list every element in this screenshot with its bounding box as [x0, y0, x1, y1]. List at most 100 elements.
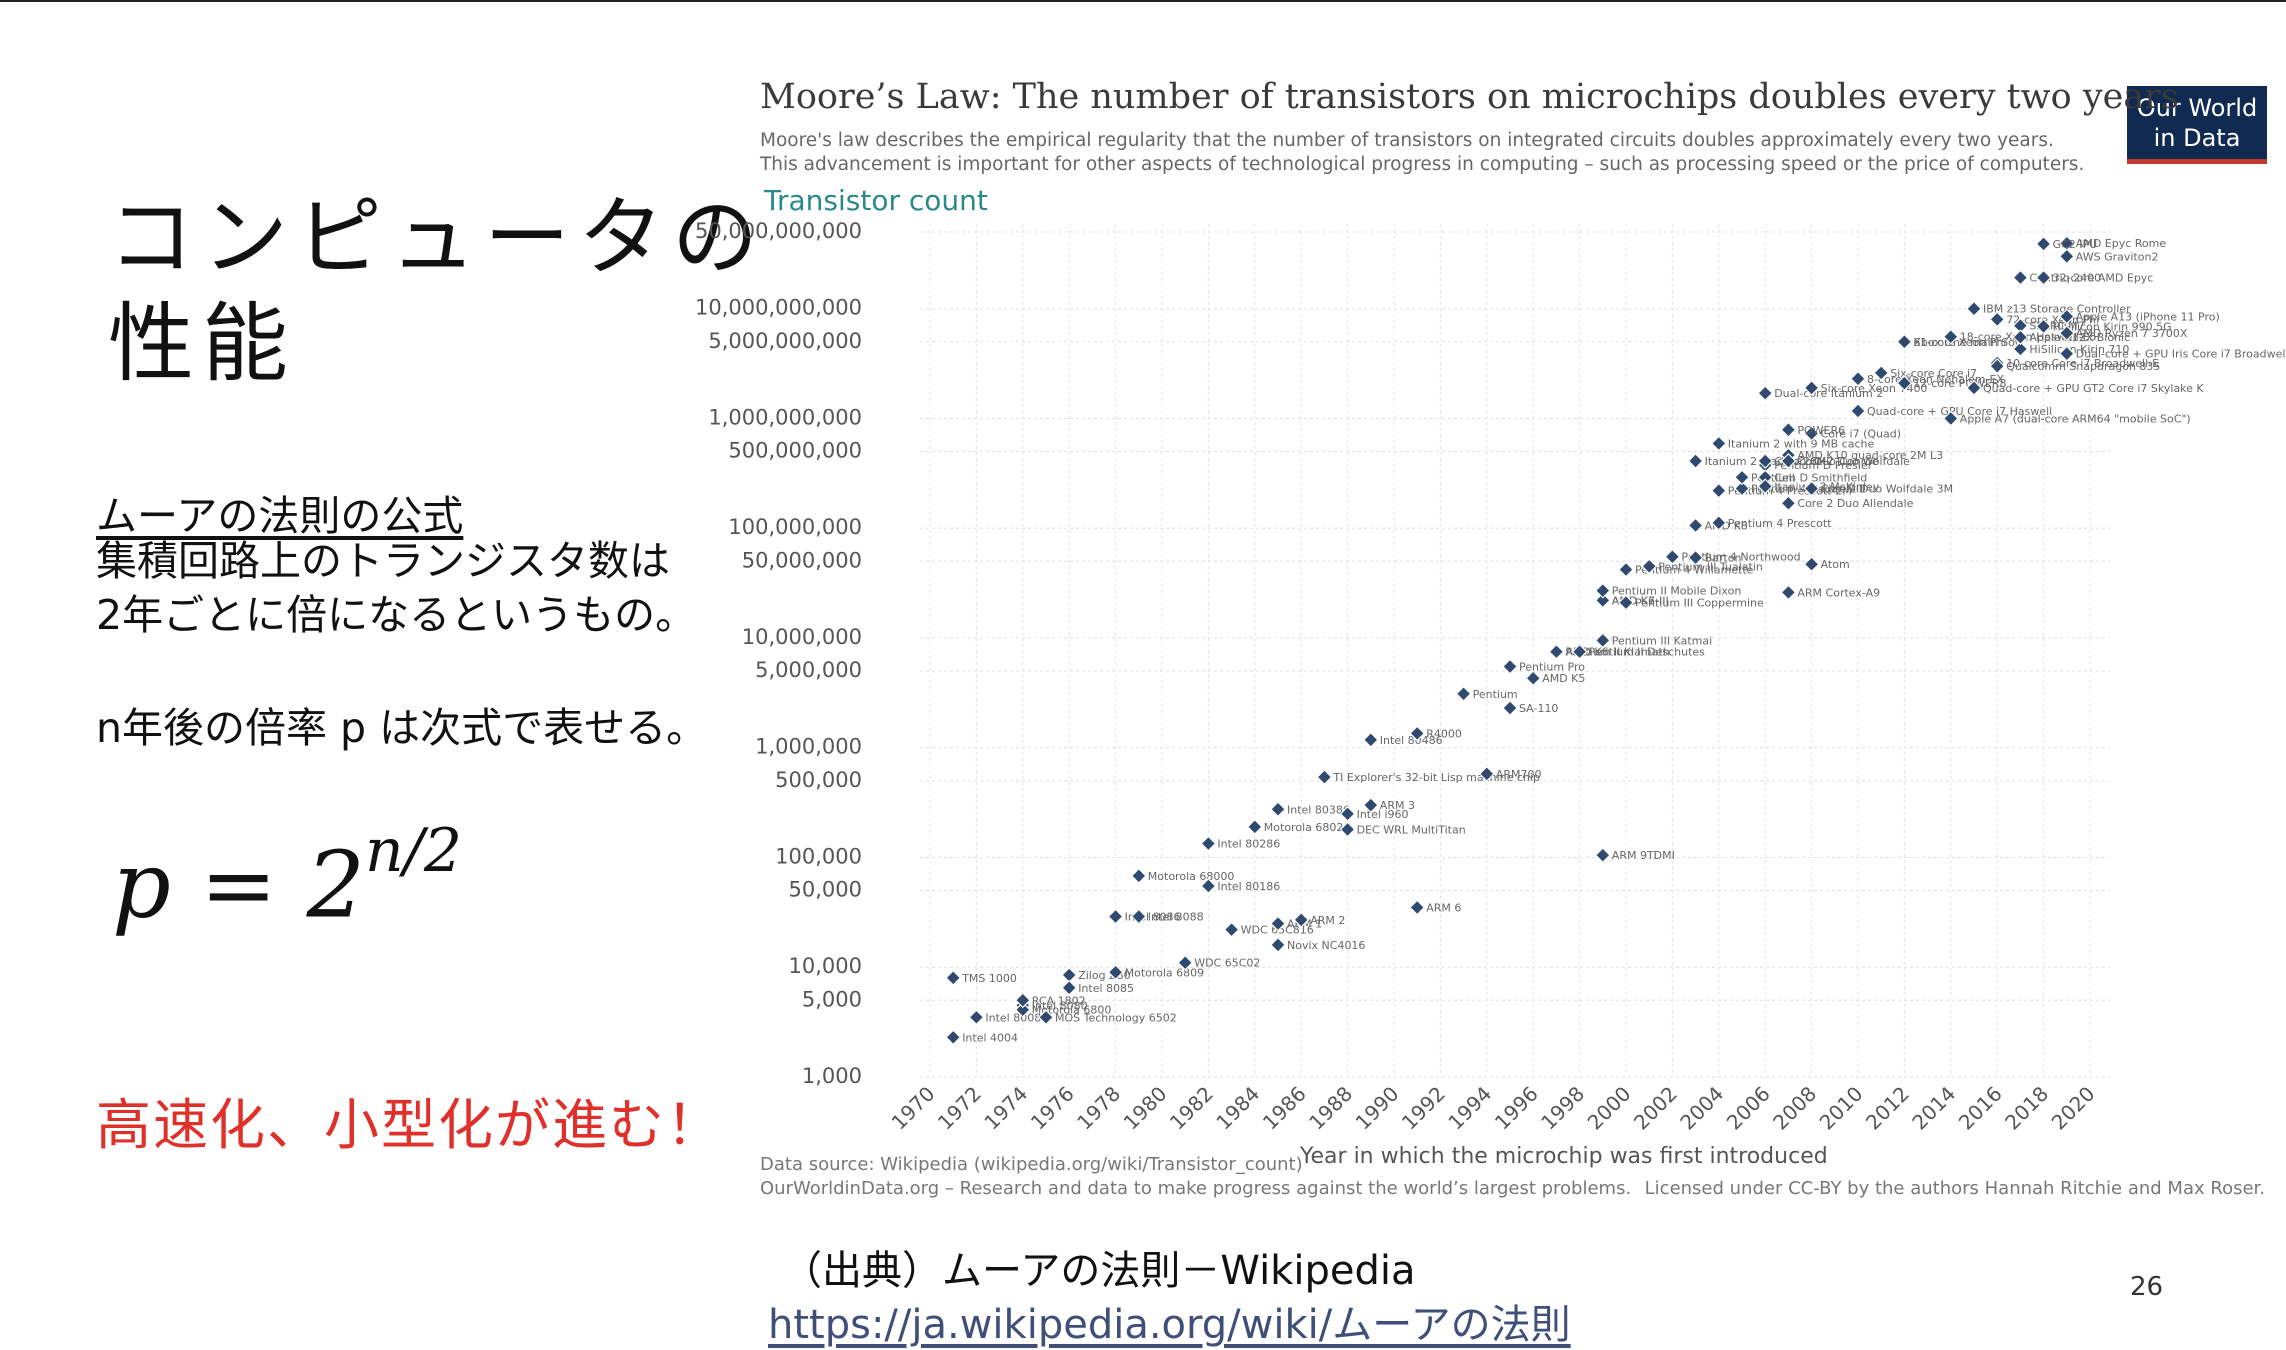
data-point	[1502, 658, 1518, 675]
data-point	[1850, 370, 1866, 387]
data-point	[1014, 1001, 1031, 1018]
data-point-label: Barton	[1705, 552, 1742, 565]
data-point	[1966, 379, 1982, 396]
data-point	[968, 1009, 985, 1026]
data-point-label: Pentium Pro	[1519, 660, 1585, 673]
data-point-label: Pentium D Smithfield	[1751, 471, 1867, 484]
x-tick-label: 2006	[1722, 1082, 1775, 1135]
data-point	[2058, 308, 2075, 325]
data-point-label: Pentium 4 Northwood	[1681, 551, 1800, 564]
x-tick-label: 1978	[1072, 1082, 1125, 1135]
data-point	[2035, 235, 2052, 252]
data-point	[1594, 632, 1611, 649]
data-point-label: ARM700	[1496, 768, 1542, 781]
data-point-label: Intel 8008	[985, 1011, 1041, 1024]
x-tick-label: 1992	[1397, 1082, 1450, 1135]
data-point-label: Xbox One main SoC	[1913, 336, 2023, 349]
data-point	[1339, 805, 1356, 822]
data-point-label: Pentium II Deschutes	[1589, 646, 1706, 659]
y-tick-label: 5,000,000	[755, 658, 862, 682]
x-tick-label: 1996	[1490, 1082, 1543, 1135]
data-point	[1803, 556, 1820, 573]
data-point	[1061, 967, 1078, 983]
source-citation: （出典）ムーアの法則－Wikipedia	[782, 1248, 1416, 1294]
data-point	[1803, 425, 1820, 442]
x-tick-label: 1984	[1211, 1082, 1264, 1135]
x-tick-label: 1970	[887, 1082, 940, 1135]
data-point-label: Apple A12X Bionic	[2029, 331, 2130, 344]
data-point-label: 72-core Xeon Phi	[2006, 313, 2099, 326]
footer-owid: OurWorldinData.org – Research and data t…	[760, 1178, 1631, 1199]
data-point-label: AMD K5	[1542, 672, 1585, 685]
data-point	[1966, 300, 1982, 317]
data-point	[1014, 992, 1031, 1009]
data-point-label: Intel 8088	[1148, 910, 1204, 923]
data-point-label: POWER6	[1797, 424, 1845, 437]
data-point	[1409, 725, 1426, 742]
data-point-label: Cell	[1774, 471, 1795, 484]
data-point-label: Motorola 68000	[1148, 870, 1235, 883]
data-point	[1478, 765, 1495, 782]
x-tick-label: 2012	[1861, 1082, 1914, 1135]
data-point	[1780, 453, 1797, 469]
data-point-label: AMD Ryzen 7 3700X	[2076, 327, 2188, 340]
data-point-label: Pentium III Coppermine	[1635, 597, 1764, 610]
data-point	[1942, 328, 1959, 345]
data-point-label: Pentium 4 Prescott-2M	[1728, 485, 1852, 498]
logo-line-1: Our World	[2136, 94, 2258, 122]
data-point-label: Dual-core + GPU Iris Core i7 Broadwell-U	[2076, 348, 2286, 361]
data-point	[1107, 964, 1124, 981]
y-tick-label: 10,000,000	[742, 625, 862, 649]
data-point	[1594, 582, 1611, 599]
x-tick-label: 1988	[1304, 1082, 1357, 1135]
formula-intro: n年後の倍率 p は次式で表せる。	[96, 704, 708, 752]
x-axis-label: Year in which the microchip was first in…	[1299, 1144, 1828, 1169]
x-tick-label: 2000	[1583, 1082, 1636, 1135]
highlight-message: 高速化、小型化が進む！	[96, 1093, 724, 1157]
y-tick-label: 5,000	[802, 987, 862, 1011]
data-point-label: Quad-core + GPU Core i7 Haswell	[1867, 405, 2052, 418]
data-point	[1734, 469, 1750, 486]
data-point-label: Pentium D Presler	[1774, 459, 1873, 472]
data-point	[1757, 453, 1774, 469]
data-point	[1223, 921, 1240, 938]
x-tick-label: 1972	[933, 1082, 986, 1135]
chart-subtitle-2: This advancement is important for other …	[759, 154, 2084, 175]
data-point-label: 10-core Core i7 Broadwell-E	[2006, 357, 2159, 370]
data-point-label: 32-core AMD Epyc	[2053, 272, 2154, 285]
data-point	[1177, 954, 1194, 971]
data-point-label: ARM 9TDMI	[1612, 849, 1675, 862]
data-point-label: ARM Cortex-A9	[1797, 586, 1880, 599]
x-tick-label: 1986	[1258, 1082, 1311, 1135]
chart-title: Moore’s Law: The number of transistors o…	[760, 77, 2179, 117]
data-point-label: Itanium 2 with 9 MB cache	[1728, 437, 1875, 450]
law-description: 集積回路上のトランジスタ数は 2年ごとに倍になるというもの。	[96, 537, 697, 639]
y-tick-label: 5,000,000,000	[708, 329, 862, 353]
x-tick-label: 2004	[1675, 1082, 1728, 1135]
y-tick-label: 500,000	[775, 768, 862, 792]
data-point	[1757, 469, 1774, 486]
data-point-label: Intel 4004	[962, 1031, 1018, 1044]
data-point	[2012, 317, 2029, 334]
moores-law-chart: Moore’s Law: The number of transistors o…	[695, 77, 2286, 1199]
data-point-label: Core 2 Duo Conroe	[1774, 455, 1879, 468]
x-tick-label: 1976	[1026, 1082, 1079, 1135]
data-point-label: Motorola 6800	[1032, 1004, 1112, 1017]
formula-exponent: n/2	[365, 816, 463, 886]
data-point	[1989, 358, 2006, 375]
data-point-label: RCA 1802	[1032, 994, 1086, 1007]
data-point	[1594, 592, 1611, 609]
data-point-label: Intel 8085	[1078, 982, 1134, 995]
data-point-label: Pentium III Tualatin	[1658, 560, 1763, 573]
data-point	[1339, 821, 1356, 838]
slide-title: コンピュータの 性能	[108, 188, 766, 394]
data-point-label: R4000	[1426, 727, 1462, 740]
footer-source: Data source: Wikipedia (wikipedia.org/wi…	[760, 1154, 1303, 1175]
x-tick-label: 2008	[1768, 1082, 1821, 1135]
x-tick-label: 2016	[1954, 1082, 2007, 1135]
data-point	[1896, 333, 1913, 350]
source-link[interactable]: https://ja.wikipedia.org/wiki/ムーアの法則	[768, 1302, 1571, 1348]
data-point-label: ARM 6	[1426, 902, 1461, 915]
data-point-label: Atom	[1821, 558, 1850, 571]
data-point	[1246, 818, 1263, 835]
